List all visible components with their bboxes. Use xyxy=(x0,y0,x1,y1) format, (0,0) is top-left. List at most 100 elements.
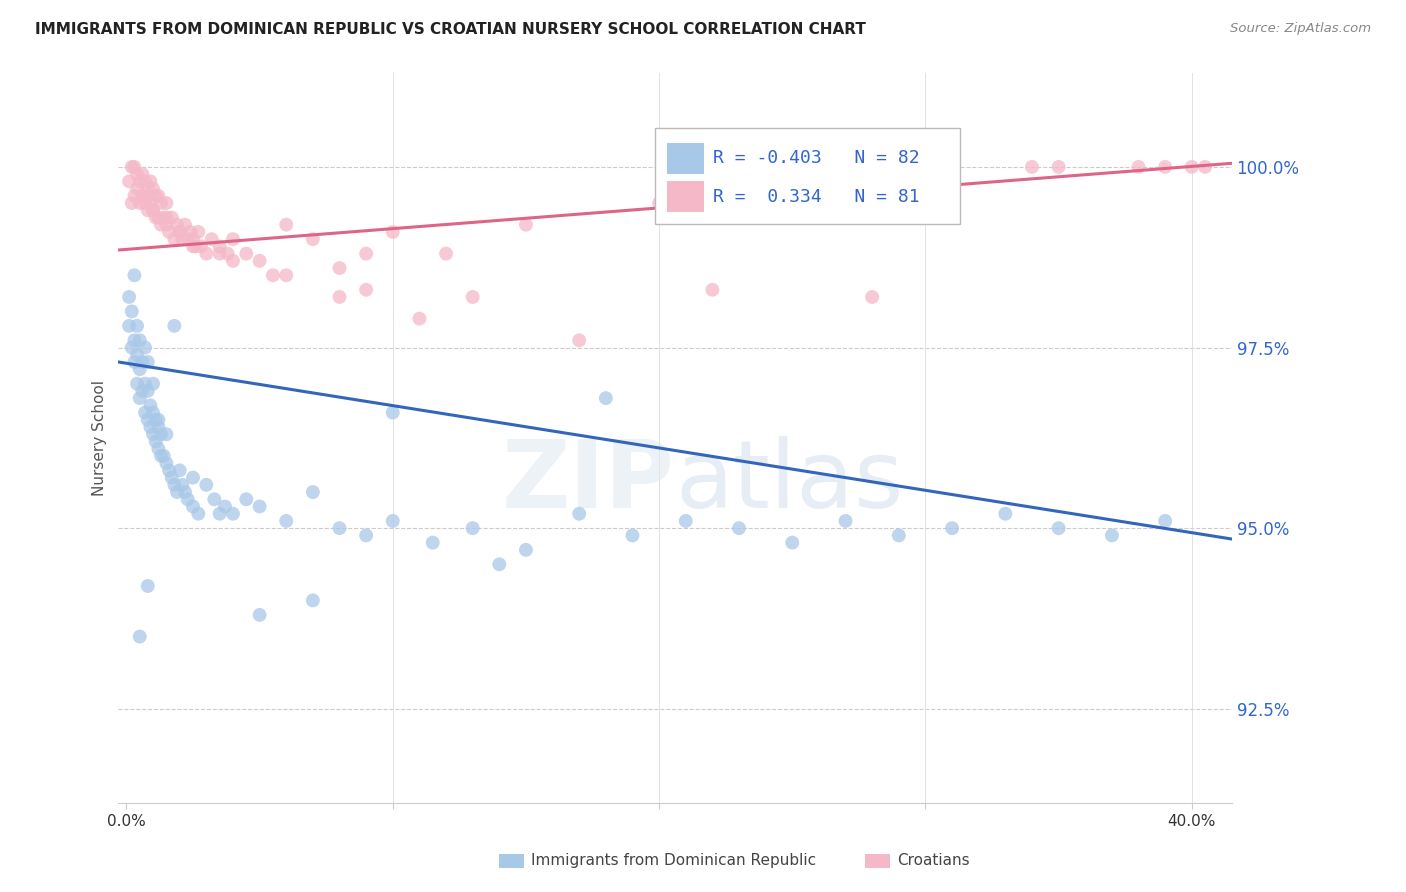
Point xyxy=(782,174,804,188)
Point xyxy=(1154,160,1177,174)
Point xyxy=(155,196,177,211)
Point xyxy=(860,290,883,304)
Point xyxy=(139,196,162,211)
Point xyxy=(202,492,225,507)
Point xyxy=(187,507,209,521)
Point xyxy=(118,174,141,188)
Point xyxy=(176,492,198,507)
Point xyxy=(328,261,350,276)
Point xyxy=(860,196,883,211)
Point xyxy=(163,318,186,333)
Point xyxy=(136,413,159,427)
Point xyxy=(136,384,159,398)
Point xyxy=(172,232,194,246)
Point xyxy=(134,406,156,420)
Point xyxy=(276,268,298,283)
Point xyxy=(127,318,149,333)
Point xyxy=(302,485,325,500)
Point xyxy=(941,521,963,535)
Point xyxy=(139,398,162,412)
Point xyxy=(208,239,231,253)
Point xyxy=(142,203,165,218)
Point xyxy=(169,225,191,239)
Point xyxy=(127,181,149,195)
Text: ZIP: ZIP xyxy=(502,435,675,528)
Point xyxy=(136,579,159,593)
Point xyxy=(222,232,245,246)
Point xyxy=(128,630,150,644)
Point xyxy=(276,218,298,232)
Text: R =  0.334   N = 81: R = 0.334 N = 81 xyxy=(713,188,920,206)
Point xyxy=(208,507,231,521)
Point xyxy=(1047,160,1070,174)
Point xyxy=(174,218,197,232)
Point xyxy=(127,376,149,391)
Point xyxy=(136,181,159,195)
Point xyxy=(160,470,183,484)
Point xyxy=(249,607,271,622)
Point xyxy=(145,189,167,203)
Text: Croatians: Croatians xyxy=(897,854,970,868)
Point xyxy=(328,521,350,535)
Point xyxy=(172,478,194,492)
Point xyxy=(181,232,204,246)
Point xyxy=(155,456,177,470)
Point xyxy=(381,406,404,420)
Point xyxy=(422,535,444,549)
Point xyxy=(181,470,204,484)
Point xyxy=(187,225,209,239)
Point xyxy=(134,376,156,391)
Point xyxy=(222,507,245,521)
Point xyxy=(174,485,197,500)
Point xyxy=(121,160,143,174)
Text: Source: ZipAtlas.com: Source: ZipAtlas.com xyxy=(1230,22,1371,36)
Point xyxy=(249,500,271,514)
Point xyxy=(150,449,173,463)
Point xyxy=(195,246,218,260)
Point xyxy=(181,239,204,253)
Point xyxy=(235,246,257,260)
Text: IMMIGRANTS FROM DOMINICAN REPUBLIC VS CROATIAN NURSERY SCHOOL CORRELATION CHART: IMMIGRANTS FROM DOMINICAN REPUBLIC VS CR… xyxy=(35,22,866,37)
Point xyxy=(163,478,186,492)
Point xyxy=(201,232,224,246)
Point xyxy=(354,528,377,542)
Point xyxy=(702,283,724,297)
Point xyxy=(515,218,537,232)
Point xyxy=(648,196,671,211)
Text: R = -0.403   N = 82: R = -0.403 N = 82 xyxy=(713,150,920,168)
Point xyxy=(155,427,177,442)
Point xyxy=(214,500,236,514)
Point xyxy=(150,427,173,442)
Point xyxy=(208,246,231,260)
Point xyxy=(169,463,191,477)
Point xyxy=(568,507,591,521)
Point xyxy=(128,174,150,188)
Point xyxy=(136,203,159,218)
Point xyxy=(302,232,325,246)
Point xyxy=(148,211,170,225)
Point xyxy=(124,189,146,203)
Point xyxy=(121,196,143,211)
Point xyxy=(217,246,239,260)
Point xyxy=(461,290,484,304)
Point xyxy=(249,253,271,268)
Point xyxy=(302,593,325,607)
Point xyxy=(222,253,245,268)
Point xyxy=(118,318,141,333)
Point xyxy=(184,239,207,253)
Point xyxy=(176,232,198,246)
Point xyxy=(190,239,212,253)
Point xyxy=(136,355,159,369)
Point xyxy=(381,225,404,239)
Point xyxy=(515,542,537,557)
Point xyxy=(1021,160,1043,174)
Point xyxy=(1181,160,1204,174)
Point xyxy=(142,406,165,420)
Text: atlas: atlas xyxy=(675,435,903,528)
Point xyxy=(128,196,150,211)
Point xyxy=(782,535,804,549)
Point xyxy=(148,420,170,434)
Point xyxy=(131,355,153,369)
Point xyxy=(150,218,173,232)
Point xyxy=(276,514,298,528)
